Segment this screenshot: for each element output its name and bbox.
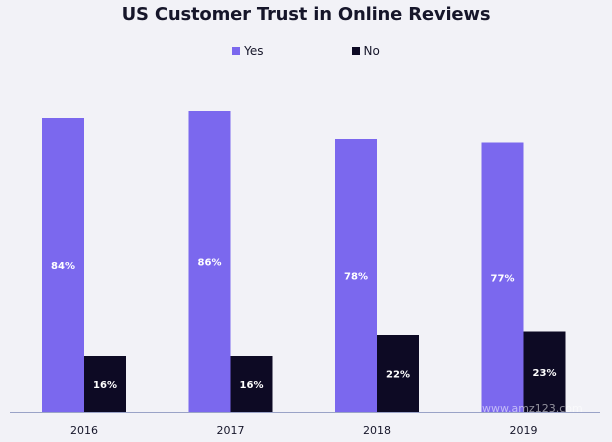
bar-no-2016 (84, 356, 126, 412)
legend-swatch-yes (232, 47, 241, 55)
bar-no-2019 (523, 331, 566, 412)
legend-swatch-no (351, 47, 360, 55)
bar-yes-2019 (481, 142, 524, 412)
data-label-no-2017: 16% (240, 380, 264, 391)
data-label-no-2018: 22% (386, 370, 410, 381)
legend-item-no: No (351, 44, 380, 58)
bar-no-2018 (377, 335, 419, 412)
legend: Yes No (0, 44, 612, 58)
data-label-yes-2019: 77% (491, 273, 515, 284)
legend-label-yes: Yes (244, 44, 264, 58)
data-label-yes-2018: 78% (344, 272, 368, 283)
chart-title: US Customer Trust in Online Reviews (121, 4, 491, 25)
data-label-no-2016: 16% (93, 380, 117, 391)
legend-item-yes: Yes (232, 44, 264, 58)
bar-yes-2017 (188, 111, 231, 412)
bar-yes-2018 (335, 139, 377, 412)
bar-yes-2016 (42, 118, 84, 412)
data-label-yes-2016: 84% (51, 261, 75, 272)
data-label-no-2019: 23% (533, 368, 557, 379)
legend-label-no: No (363, 44, 380, 58)
data-label-yes-2017: 86% (198, 258, 222, 269)
x-tick-label-2016: 2016 (70, 424, 98, 437)
x-tick-label-2018: 2018 (363, 424, 391, 437)
watermark-text: www.amz123.com (482, 402, 583, 415)
x-tick-label-2019: 2019 (510, 424, 538, 437)
x-tick-label-2017: 2017 (217, 424, 245, 437)
bar-no-2017 (230, 356, 273, 412)
